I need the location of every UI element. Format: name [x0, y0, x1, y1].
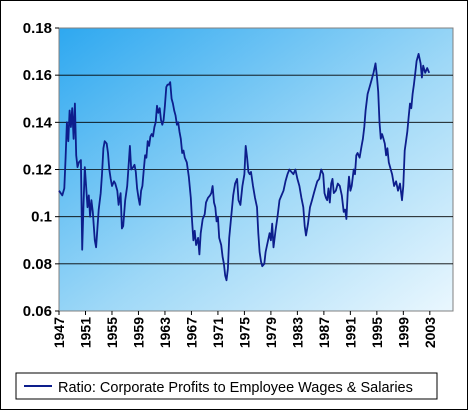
legend-label: Ratio: Corporate Profits to Employee Wag… — [58, 380, 413, 396]
x-tick-label: 1971 — [210, 317, 226, 348]
y-tick-label: 0.18 — [23, 20, 52, 37]
x-tick-label: 1991 — [342, 317, 358, 348]
y-tick-label: 0.06 — [23, 303, 52, 320]
legend-box — [15, 372, 438, 400]
y-tick-label: 0.16 — [23, 67, 52, 84]
x-tick-label: 1947 — [51, 317, 67, 348]
x-tick-label: 1987 — [316, 317, 332, 348]
y-tick-label: 0.14 — [23, 114, 53, 131]
x-tick-label: 1983 — [289, 317, 305, 348]
x-tick-label: 1995 — [369, 317, 385, 348]
x-tick-label: 1951 — [77, 317, 93, 348]
y-tick-label: 0.1 — [31, 209, 52, 226]
x-tick-label: 2003 — [422, 317, 438, 348]
x-axis-ticks: 1947 1951 1955 1959 1963 1967 1971 1975 1979 1983… — [51, 311, 438, 348]
x-tick-label: 1979 — [263, 317, 279, 348]
legend: Ratio: Corporate Profits to Employee Wag… — [15, 372, 438, 400]
y-tick-label: 0.12 — [23, 162, 52, 179]
y-tick-label: 0.08 — [23, 256, 52, 273]
x-tick-label: 1967 — [183, 317, 199, 348]
x-tick-label: 1999 — [395, 317, 411, 348]
y-axis-ticks: 0.06 0.08 0.1 0.12 0.14 0.16 0.18 — [23, 20, 59, 320]
series-line — [58, 53, 431, 282]
x-tick-label: 1963 — [157, 317, 173, 348]
x-tick-label: 1959 — [130, 317, 146, 348]
x-tick-label: 1975 — [236, 317, 252, 348]
x-tick-label: 1955 — [104, 317, 120, 348]
